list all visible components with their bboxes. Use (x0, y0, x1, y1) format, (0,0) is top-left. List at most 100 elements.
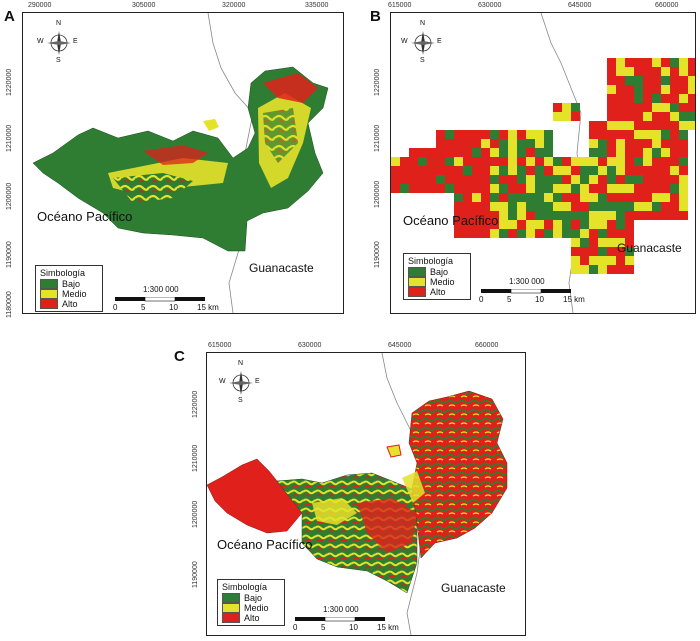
raster-cell (472, 157, 481, 166)
raster-cell (490, 166, 499, 175)
raster-cell (616, 265, 625, 274)
raster-cell (517, 193, 526, 202)
raster-cell (508, 139, 517, 148)
raster-cell (580, 166, 589, 175)
raster-cell (454, 220, 463, 229)
raster-cell (481, 211, 490, 220)
raster-cell (571, 193, 580, 202)
raster-cell (445, 157, 454, 166)
raster-cell (634, 211, 643, 220)
raster-cell (472, 148, 481, 157)
raster-cell (661, 76, 670, 85)
raster-cell (670, 130, 679, 139)
raster-cell (472, 193, 481, 202)
raster-cell (625, 193, 634, 202)
raster-cell (490, 157, 499, 166)
x-tick: 645000 (568, 2, 592, 9)
raster-cell (580, 202, 589, 211)
raster-cell (580, 247, 589, 256)
raster-cell (526, 220, 535, 229)
y-tick: 1200000 (6, 182, 13, 210)
legend-title: Simbología (222, 582, 268, 592)
raster-cell (625, 139, 634, 148)
raster-cell (643, 139, 652, 148)
raster-cell (481, 220, 490, 229)
raster-cell (580, 220, 589, 229)
raster-cell (652, 121, 661, 130)
raster-cell (661, 121, 670, 130)
raster-cell (517, 130, 526, 139)
raster-cell (688, 121, 695, 130)
compass-icon (47, 31, 71, 55)
raster-cell (607, 103, 616, 112)
raster-cell (589, 193, 598, 202)
raster-cell (580, 157, 589, 166)
raster-cell (508, 148, 517, 157)
raster-cell (661, 58, 670, 67)
raster-cell (562, 175, 571, 184)
raster-cell (418, 157, 427, 166)
compass-rose: N S E W (219, 360, 261, 404)
raster-cell (544, 175, 553, 184)
compass-n: N (238, 360, 244, 367)
raster-cell (517, 139, 526, 148)
raster-cell (553, 229, 562, 238)
raster-cell (634, 139, 643, 148)
legend-item: Medio (40, 289, 98, 299)
raster-cell (526, 184, 535, 193)
raster-cell (472, 211, 481, 220)
raster-cell (679, 157, 688, 166)
raster-cell (526, 130, 535, 139)
raster-cell (580, 265, 589, 274)
panel-label: C (174, 348, 185, 365)
raster-cell (454, 166, 463, 175)
raster-cell (481, 175, 490, 184)
bajo-patches (113, 173, 193, 203)
raster-cell (400, 184, 409, 193)
raster-cell (562, 157, 571, 166)
raster-cell (643, 184, 652, 193)
raster-cell (427, 157, 436, 166)
raster-cell (517, 202, 526, 211)
raster-cell (553, 202, 562, 211)
raster-cell (607, 67, 616, 76)
raster-cell (562, 220, 571, 229)
raster-cell (472, 202, 481, 211)
legend-title: Simbología (408, 256, 454, 266)
x-tick: 630000 (298, 342, 322, 349)
y-tick: 1200000 (192, 500, 199, 528)
raster-cell (634, 85, 643, 94)
raster-cell (670, 112, 679, 121)
raster-cell (454, 148, 463, 157)
raster-cell (544, 184, 553, 193)
raster-cell (616, 130, 625, 139)
raster-cell (391, 166, 400, 175)
raster-cell (409, 157, 418, 166)
raster-cell (616, 148, 625, 157)
x-tick: 290000 (28, 2, 52, 9)
raster-cell (562, 229, 571, 238)
raster-cell (391, 157, 400, 166)
raster-cell (652, 184, 661, 193)
raster-cell (499, 184, 508, 193)
raster-cell (616, 193, 625, 202)
legend-item: Alto (222, 613, 280, 623)
raster-cell (598, 256, 607, 265)
raster-cell (598, 265, 607, 274)
raster-cell (634, 76, 643, 85)
raster-cell (391, 175, 400, 184)
raster-cell (481, 229, 490, 238)
alto-zone (357, 498, 417, 553)
raster-cell (616, 85, 625, 94)
raster-cell (553, 193, 562, 202)
raster-cell (454, 211, 463, 220)
raster-cell (409, 148, 418, 157)
raster-cell (481, 193, 490, 202)
raster-cell (607, 121, 616, 130)
raster-cell (463, 211, 472, 220)
raster-cell (643, 211, 652, 220)
raster-cell (616, 67, 625, 76)
raster-cell (427, 166, 436, 175)
raster-cell (472, 166, 481, 175)
raster-cell (625, 202, 634, 211)
